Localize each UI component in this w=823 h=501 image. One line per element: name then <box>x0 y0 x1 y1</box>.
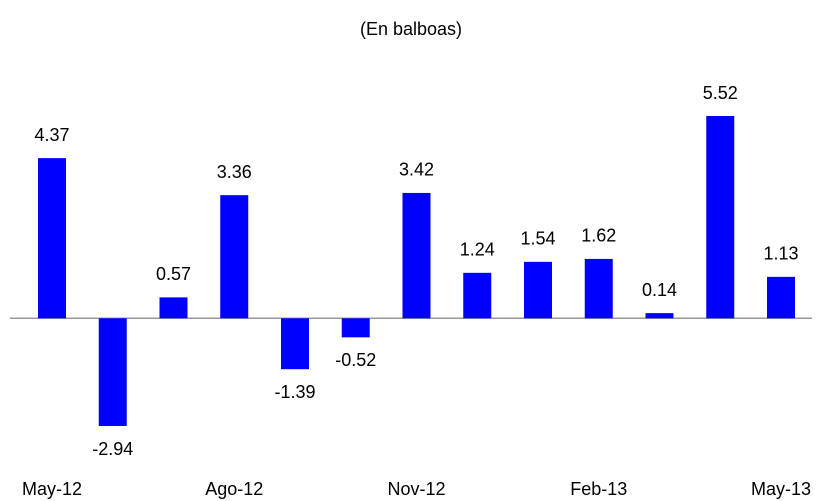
x-tick-label: Nov-12 <box>387 479 445 499</box>
bar <box>159 297 188 319</box>
data-label: 5.52 <box>703 83 738 103</box>
bar <box>767 276 795 319</box>
x-tick-label: May-13 <box>751 479 811 499</box>
data-label: 3.42 <box>399 160 434 180</box>
bar <box>341 318 370 338</box>
bar <box>706 116 735 319</box>
data-label: 4.37 <box>34 125 69 145</box>
chart-subtitle: (En balboas) <box>360 19 462 39</box>
data-label: 1.62 <box>581 226 616 246</box>
bar <box>645 313 674 319</box>
data-label: -2.94 <box>92 439 133 459</box>
bar <box>98 318 127 426</box>
x-tick-label: May-12 <box>22 479 82 499</box>
data-label: 3.36 <box>217 162 252 182</box>
data-label: 0.14 <box>642 280 677 300</box>
bar <box>281 318 309 370</box>
bar <box>402 192 431 319</box>
x-tick-label: Ago-12 <box>205 479 263 499</box>
bar <box>524 261 552 319</box>
data-label: 1.54 <box>520 229 555 249</box>
data-label: -1.39 <box>274 382 315 402</box>
x-tick-label: Feb-13 <box>570 479 627 499</box>
data-label: 1.24 <box>460 240 495 260</box>
bar <box>584 258 613 319</box>
data-label: 1.13 <box>763 244 798 264</box>
bar <box>38 158 66 319</box>
data-label: -0.52 <box>335 350 376 370</box>
bar <box>463 272 492 319</box>
bar <box>220 195 249 319</box>
data-label: 0.57 <box>156 264 191 284</box>
